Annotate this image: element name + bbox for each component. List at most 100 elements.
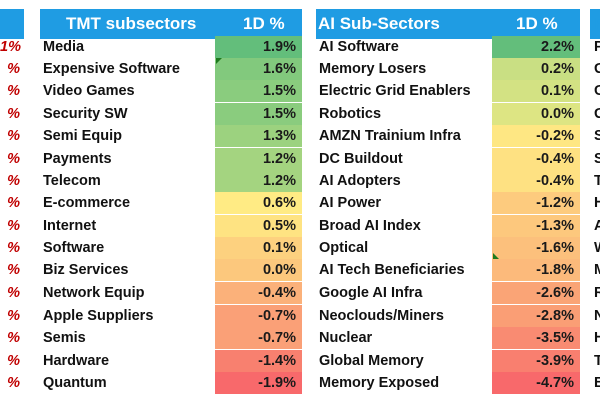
ai-row-value[interactable]: -2.8% bbox=[492, 305, 580, 327]
ai-row-label[interactable]: Nuclear bbox=[319, 330, 373, 346]
ai-row-label[interactable]: Electric Grid Enablers bbox=[319, 83, 471, 99]
ai-row-label[interactable]: AI Power bbox=[319, 195, 382, 211]
ai-row-value[interactable]: -4.7% bbox=[492, 372, 580, 394]
ai-row-value[interactable]: -0.4% bbox=[492, 148, 580, 170]
ai-row-value[interactable]: 0.1% bbox=[492, 80, 580, 102]
tmt-row-value[interactable]: 0.1% bbox=[215, 237, 302, 259]
left-partial-value[interactable]: % bbox=[7, 218, 20, 234]
right-partial-label[interactable]: W bbox=[590, 237, 600, 259]
tmt-row-label[interactable]: Biz Services bbox=[43, 262, 129, 278]
right-partial-label[interactable]: T bbox=[594, 353, 600, 369]
tmt-row-label[interactable]: Quantum bbox=[43, 375, 107, 391]
left-partial-value[interactable]: % bbox=[7, 308, 20, 324]
left-partial-value[interactable]: % bbox=[7, 240, 20, 256]
right-partial-label[interactable]: S bbox=[594, 128, 600, 144]
right-partial-label[interactable]: T bbox=[594, 173, 600, 189]
tmt-row-value[interactable]: 1.2% bbox=[215, 148, 302, 170]
ai-row-label[interactable]: AMZN Trainium Infra bbox=[319, 128, 461, 144]
comment-indicator[interactable] bbox=[216, 58, 222, 64]
ai-row-label[interactable]: Broad AI Index bbox=[319, 218, 421, 234]
ai-row-value[interactable]: 0.0% bbox=[492, 103, 580, 125]
tmt-row-value[interactable]: -1.9% bbox=[215, 372, 302, 394]
right-partial-header-letter: P bbox=[594, 14, 600, 33]
ai-header-metric: 1D % bbox=[516, 14, 558, 33]
left-partial-value[interactable]: % bbox=[7, 173, 20, 189]
right-partial-label[interactable]: P bbox=[594, 39, 600, 55]
tmt-row-value[interactable]: 1.5% bbox=[215, 103, 302, 125]
tmt-row-label[interactable]: Software bbox=[43, 240, 105, 256]
tmt-row-value[interactable]: -0.4% bbox=[215, 282, 302, 304]
right-partial-label[interactable]: A bbox=[594, 218, 600, 234]
left-partial-value[interactable]: % bbox=[7, 375, 20, 391]
tmt-row-label[interactable]: Semis bbox=[43, 330, 86, 346]
right-partial-label[interactable]: H bbox=[594, 330, 600, 346]
ai-row-value[interactable]: -1.6% bbox=[492, 237, 580, 259]
tmt-row-value[interactable]: 0.6% bbox=[215, 192, 302, 214]
left-partial-value[interactable]: % bbox=[7, 151, 20, 167]
tmt-row-label[interactable]: Network Equip bbox=[43, 285, 145, 301]
ai-row-value[interactable]: -2.6% bbox=[492, 282, 580, 304]
ai-row-label[interactable]: AI Tech Beneficiaries bbox=[319, 262, 465, 278]
left-partial-value[interactable]: % bbox=[7, 262, 20, 278]
tmt-row-value[interactable]: -0.7% bbox=[215, 327, 302, 349]
left-partial-value[interactable]: % bbox=[7, 61, 20, 77]
tmt-row-value[interactable]: -0.7% bbox=[215, 305, 302, 327]
tmt-row-label[interactable]: Telecom bbox=[43, 173, 101, 189]
tmt-row-label[interactable]: Hardware bbox=[43, 353, 110, 369]
ai-row-value[interactable]: -3.5% bbox=[492, 327, 580, 349]
tmt-row-value[interactable]: 1.6% bbox=[215, 58, 302, 80]
ai-row-value[interactable]: 2.2% bbox=[492, 36, 580, 58]
tmt-row-value[interactable]: 1.9% bbox=[215, 36, 302, 58]
tmt-row-label[interactable]: E-commerce bbox=[43, 195, 131, 211]
ai-row-label[interactable]: DC Buildout bbox=[319, 151, 403, 167]
left-partial-value[interactable]: % bbox=[7, 353, 20, 369]
ai-row-label[interactable]: AI Adopters bbox=[319, 173, 401, 189]
ai-row-value[interactable]: -1.2% bbox=[492, 192, 580, 214]
ai-row-label[interactable]: Neoclouds/Miners bbox=[319, 308, 444, 324]
right-partial-label[interactable]: G bbox=[594, 61, 600, 77]
left-partial-value[interactable]: % bbox=[7, 128, 20, 144]
left-partial-value[interactable]: % bbox=[7, 330, 20, 346]
ai-row-label[interactable]: Optical bbox=[319, 240, 369, 256]
left-partial-value[interactable]: % bbox=[7, 195, 20, 211]
ai-row-label[interactable]: Memory Exposed bbox=[319, 375, 440, 391]
right-partial-label[interactable]: B bbox=[594, 375, 600, 391]
right-partial-label[interactable]: M bbox=[590, 259, 600, 281]
ai-row-value[interactable]: -1.8% bbox=[492, 259, 580, 281]
left-partial-value[interactable]: % bbox=[7, 106, 20, 122]
tmt-row-label[interactable]: Payments bbox=[43, 151, 112, 167]
left-partial-value[interactable]: % bbox=[7, 285, 20, 301]
right-partial-label[interactable]: N bbox=[594, 308, 600, 324]
tmt-row-value[interactable]: 1.5% bbox=[215, 80, 302, 102]
ai-row-label[interactable]: Memory Losers bbox=[319, 61, 427, 77]
tmt-row-label[interactable]: Media bbox=[43, 39, 85, 55]
tmt-row-value[interactable]: -1.4% bbox=[215, 350, 302, 372]
ai-row-label[interactable]: Robotics bbox=[319, 106, 382, 122]
tmt-row-label[interactable]: Expensive Software bbox=[43, 61, 180, 77]
ai-row-value[interactable]: -0.2% bbox=[492, 125, 580, 147]
right-partial-label[interactable]: G bbox=[594, 106, 600, 122]
right-partial-label[interactable]: R bbox=[594, 285, 600, 301]
tmt-row-label[interactable]: Video Games bbox=[43, 83, 135, 99]
ai-row-value[interactable]: 0.2% bbox=[492, 58, 580, 80]
tmt-row-label[interactable]: Security SW bbox=[43, 106, 128, 122]
ai-row-label[interactable]: Google AI Infra bbox=[319, 285, 423, 301]
tmt-row-label[interactable]: Apple Suppliers bbox=[43, 308, 154, 324]
ai-row-value[interactable]: -0.4% bbox=[492, 170, 580, 192]
right-partial-label[interactable]: S bbox=[594, 151, 600, 167]
ai-row-value[interactable]: -3.9% bbox=[492, 350, 580, 372]
ai-row-value[interactable]: -1.3% bbox=[492, 215, 580, 237]
ai-row-label[interactable]: AI Software bbox=[319, 39, 399, 55]
tmt-row-label[interactable]: Internet bbox=[43, 218, 97, 234]
left-partial-value[interactable]: % bbox=[7, 83, 20, 99]
left-partial-value[interactable]: 1% bbox=[0, 39, 21, 55]
ai-row-label[interactable]: Global Memory bbox=[319, 353, 424, 369]
tmt-row-value[interactable]: 0.5% bbox=[215, 215, 302, 237]
tmt-row-label[interactable]: Semi Equip bbox=[43, 128, 122, 144]
right-partial-label[interactable]: C bbox=[594, 83, 600, 99]
comment-indicator[interactable] bbox=[493, 253, 499, 259]
tmt-row-value[interactable]: 1.3% bbox=[215, 125, 302, 147]
right-partial-label[interactable]: H bbox=[594, 195, 600, 211]
tmt-row-value[interactable]: 0.0% bbox=[215, 259, 302, 281]
tmt-row-value[interactable]: 1.2% bbox=[215, 170, 302, 192]
